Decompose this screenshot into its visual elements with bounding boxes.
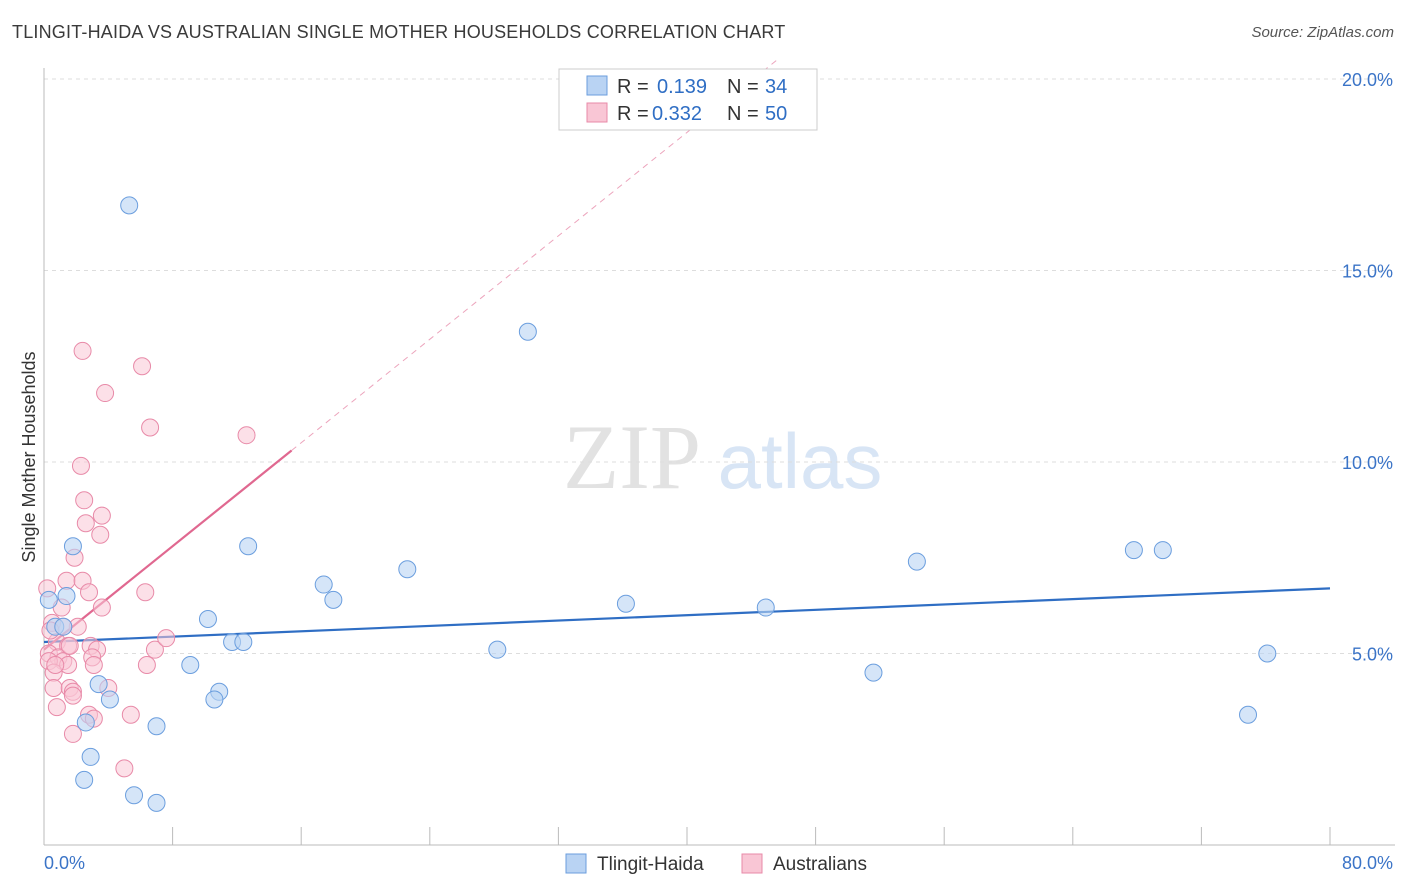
point-australians bbox=[92, 598, 111, 617]
legend-r-value-1: 0.139 bbox=[657, 76, 707, 98]
point-tlingit-haida bbox=[864, 663, 883, 682]
point-australians bbox=[92, 506, 111, 525]
point-tlingit-haida bbox=[616, 594, 635, 613]
point-australians bbox=[96, 384, 115, 403]
legend-n-label-1: N = bbox=[727, 76, 759, 98]
point-tlingit-haida bbox=[54, 617, 73, 636]
series-tlingit-haida bbox=[39, 196, 1277, 812]
point-tlingit-haida bbox=[239, 537, 258, 556]
trendline-australians bbox=[43, 449, 293, 651]
point-tlingit-haida bbox=[314, 575, 333, 594]
axes bbox=[43, 68, 1395, 846]
point-tlingit-haida bbox=[518, 322, 537, 341]
y-tick-label: 10.0% bbox=[1342, 453, 1393, 473]
point-australians bbox=[157, 629, 176, 648]
watermark-zip: ZIP bbox=[563, 406, 701, 508]
trendline-tlingit-haida bbox=[43, 587, 1331, 644]
watermark-atlas: atlas bbox=[718, 417, 883, 505]
point-tlingit-haida bbox=[63, 537, 82, 556]
x-tick-label: 80.0% bbox=[1342, 853, 1393, 873]
point-australians bbox=[237, 426, 256, 445]
series-australians bbox=[38, 341, 256, 778]
point-australians bbox=[47, 698, 66, 717]
point-tlingit-haida bbox=[75, 770, 94, 789]
point-tlingit-haida bbox=[147, 793, 166, 812]
point-tlingit-haida bbox=[76, 713, 95, 732]
point-tlingit-haida bbox=[1124, 541, 1143, 560]
point-australians bbox=[141, 418, 160, 437]
y-axis-label: Single Mother Households bbox=[19, 351, 39, 562]
point-tlingit-haida bbox=[100, 690, 119, 709]
point-australians bbox=[44, 678, 63, 697]
bottom-legend-swatch-tlingit bbox=[565, 853, 587, 874]
point-tlingit-haida bbox=[81, 747, 100, 766]
point-australians bbox=[91, 525, 110, 544]
gridlines bbox=[44, 78, 1395, 654]
x-tick-label: 0.0% bbox=[44, 853, 85, 873]
legend-r-label-2: R = bbox=[617, 103, 649, 125]
point-australians bbox=[63, 686, 82, 705]
point-australians bbox=[60, 636, 79, 655]
legend-n-label-2: N = bbox=[727, 103, 759, 125]
legend-n-value-1: 34 bbox=[765, 76, 787, 98]
point-tlingit-haida bbox=[234, 633, 253, 652]
point-australians bbox=[84, 655, 103, 674]
point-australians bbox=[121, 705, 140, 724]
y-tick-label: 20.0% bbox=[1342, 70, 1393, 90]
point-tlingit-haida bbox=[756, 598, 775, 617]
point-australians bbox=[136, 583, 155, 602]
legend-r-label-1: R = bbox=[617, 76, 649, 98]
point-tlingit-haida bbox=[57, 587, 76, 606]
point-tlingit-haida bbox=[907, 552, 926, 571]
point-australians bbox=[137, 655, 156, 674]
point-tlingit-haida bbox=[120, 196, 139, 215]
bottom-legend-swatch-australians bbox=[741, 853, 763, 874]
point-tlingit-haida bbox=[205, 690, 224, 709]
point-tlingit-haida bbox=[198, 610, 217, 629]
legend-n-value-2: 50 bbox=[765, 103, 787, 125]
point-australians bbox=[133, 357, 152, 376]
point-australians bbox=[145, 640, 164, 659]
point-australians bbox=[73, 341, 92, 360]
y-tick-label: 5.0% bbox=[1352, 645, 1393, 665]
point-tlingit-haida bbox=[1258, 644, 1277, 663]
bottom-legend-tlingit: Tlingit-Haida bbox=[597, 854, 704, 875]
point-tlingit-haida bbox=[1239, 705, 1258, 724]
point-australians bbox=[63, 724, 82, 743]
bottom-legend-australians: Australians bbox=[773, 854, 867, 875]
chart-title: TLINGIT-HAIDA VS AUSTRALIAN SINGLE MOTHE… bbox=[12, 22, 786, 42]
point-tlingit-haida bbox=[89, 675, 108, 694]
point-tlingit-haida bbox=[125, 786, 144, 805]
point-australians bbox=[57, 571, 76, 590]
source-label: Source: ZipAtlas.com bbox=[1251, 24, 1394, 41]
trendlines bbox=[43, 59, 1331, 651]
point-tlingit-haida bbox=[1153, 541, 1172, 560]
legend-swatch-australians bbox=[586, 102, 608, 123]
point-australians bbox=[115, 759, 134, 778]
point-tlingit-haida bbox=[39, 590, 58, 609]
point-tlingit-haida bbox=[147, 717, 166, 736]
point-australians bbox=[71, 456, 90, 475]
legend-swatch-tlingit bbox=[586, 75, 608, 96]
y-tick-label: 15.0% bbox=[1342, 262, 1393, 282]
point-australians bbox=[80, 583, 99, 602]
legend-box: R = 0.139 N = 34 R = 0.332 N = 50 bbox=[558, 68, 818, 131]
tick-labels: 5.0% 10.0% 15.0% 20.0% 0.0% 80.0% bbox=[44, 70, 1393, 873]
point-tlingit-haida bbox=[488, 640, 507, 659]
bottom-legend: Tlingit-Haida Australians bbox=[565, 853, 867, 875]
legend-r-value-2: 0.332 bbox=[652, 103, 702, 125]
point-australians bbox=[46, 655, 65, 674]
point-tlingit-haida bbox=[324, 590, 343, 609]
point-tlingit-haida bbox=[398, 560, 417, 579]
point-tlingit-haida bbox=[181, 655, 200, 674]
point-australians bbox=[76, 514, 95, 533]
point-australians bbox=[75, 491, 94, 510]
